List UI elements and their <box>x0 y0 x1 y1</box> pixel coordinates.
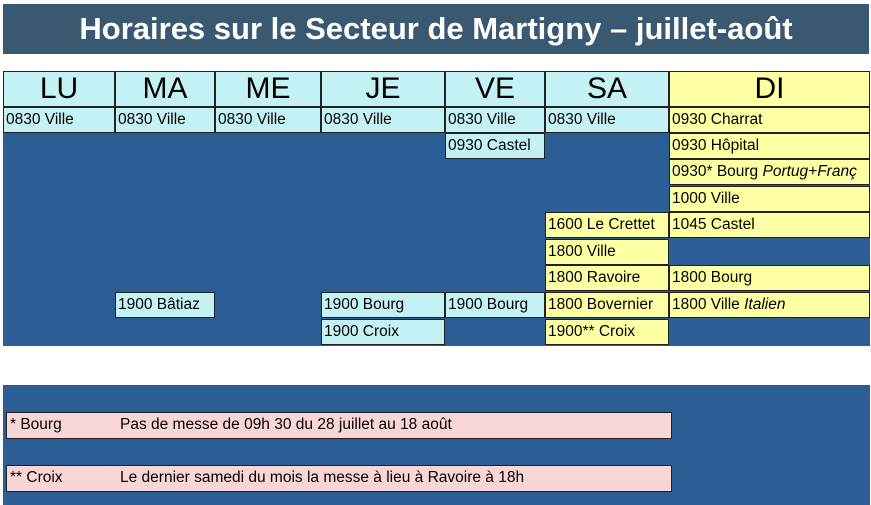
schedule-cell: 0830 Ville <box>115 107 215 133</box>
day-header-je: JE <box>321 71 445 107</box>
schedule-cell: 1045 Castel <box>669 212 870 238</box>
schedule-cell: 0830 Ville <box>3 107 115 133</box>
schedule-cell: 0930 Hôpital <box>669 133 870 159</box>
schedule-cell: 1800 Ravoire <box>545 265 669 291</box>
note-croix: ** Croix Le dernier samedi du mois la me… <box>6 465 672 492</box>
mass-language: Italien <box>744 296 786 313</box>
schedule-cell: 0830 Ville <box>545 107 669 133</box>
schedule-cell: 1800 Bovernier <box>545 292 669 318</box>
day-header-lu: LU <box>3 71 115 107</box>
mass-language: Portug+Franç <box>762 163 857 180</box>
schedule-cell: 0930* Bourg Portug+Franç <box>669 159 870 185</box>
schedule-cell: 1800 Ville Italien <box>669 292 870 318</box>
schedule-cell: 1800 Bourg <box>669 265 870 291</box>
mass-time: 1800 Ville <box>672 296 740 313</box>
schedule-cell: 0930 Castel <box>445 133 545 159</box>
schedule-cell: 1900 Croix <box>321 319 445 345</box>
schedule-cell: 0830 Ville <box>321 107 445 133</box>
schedule-cell: 0830 Ville <box>215 107 321 133</box>
schedule-cell: 1900 Bourg <box>321 292 445 318</box>
notes-panel: * Bourg Pas de messe de 09h 30 du 28 jui… <box>3 385 870 505</box>
schedule-cell: 0830 Ville <box>445 107 545 133</box>
day-header-ma: MA <box>115 71 215 107</box>
day-header-me: ME <box>215 71 321 107</box>
note-text: Le dernier samedi du mois la messe à lie… <box>120 469 525 486</box>
note-mark: ** Croix <box>10 469 63 486</box>
mass-time: 0930* Bourg <box>672 163 759 180</box>
day-header-ve: VE <box>445 71 545 107</box>
schedule-cell: 1900 Bourg <box>445 292 545 318</box>
schedule-cell: 1900** Croix <box>545 319 669 345</box>
schedule-cell: 1600 Le Crettet <box>545 212 669 238</box>
day-header-sa: SA <box>545 71 669 107</box>
schedule-cell: 1000 Ville <box>669 186 870 212</box>
schedule-cell: 1900 Bâtiaz <box>115 292 215 318</box>
page-title: Horaires sur le Secteur de Martigny – ju… <box>3 4 869 54</box>
note-text: Pas de messe de 09h 30 du 28 juillet au … <box>120 416 452 433</box>
schedule-cell: 1800 Ville <box>545 239 669 265</box>
note-mark: * Bourg <box>10 416 62 433</box>
note-bourg: * Bourg Pas de messe de 09h 30 du 28 jui… <box>6 412 672 439</box>
schedule-cell: 0930 Charrat <box>669 107 870 133</box>
day-header-di: DI <box>669 71 870 107</box>
